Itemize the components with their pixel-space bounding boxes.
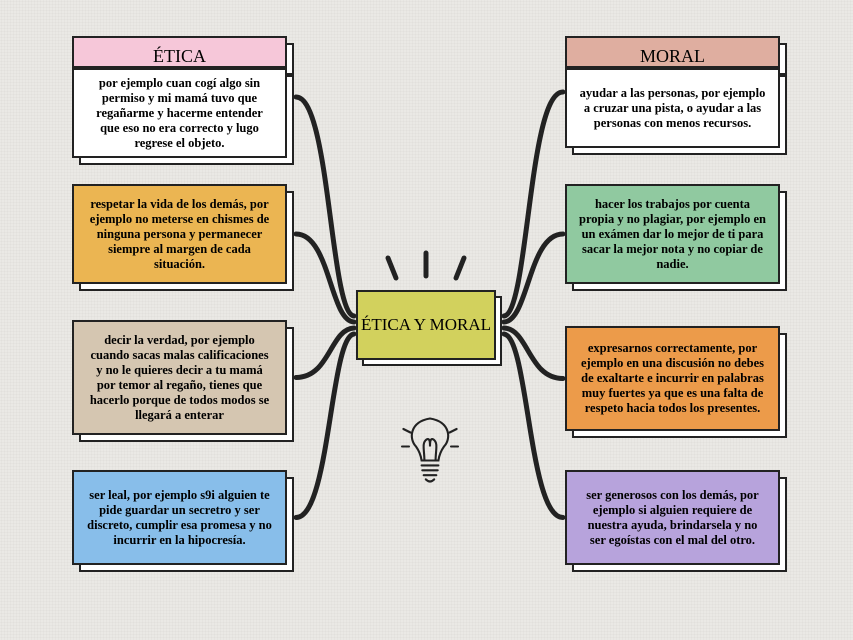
right-card-0: ayudar a las personas, por ejemplo a cru…: [565, 68, 780, 148]
right-card-1: hacer los trabajos por cuenta propia y n…: [565, 184, 780, 284]
right-title-0: MORAL: [565, 36, 780, 68]
left-card-3: ser leal, por ejemplo s9i alguien te pid…: [72, 470, 287, 565]
lightbulb-icon: [395, 405, 465, 495]
left-card-0: por ejemplo cuan cogí algo sin permiso y…: [72, 68, 287, 158]
right-card-3: ser generosos con los demás, por ejemplo…: [565, 470, 780, 565]
left-card-2: decir la verdad, por ejemplo cuando saca…: [72, 320, 287, 435]
left-title-0: ÉTICA: [72, 36, 287, 68]
center-node: ÉTICA Y MORAL: [356, 290, 496, 360]
left-card-1: respetar la vida de los demás, por ejemp…: [72, 184, 287, 284]
right-card-2: expresarnos correctamente, por ejemplo e…: [565, 326, 780, 431]
